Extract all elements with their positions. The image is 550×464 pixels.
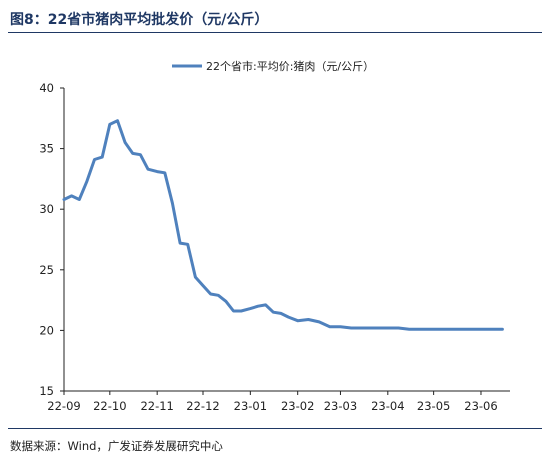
x-tick-label-0: 22-09 (47, 399, 80, 413)
y-tick-label-25: 25 (39, 263, 54, 277)
y-tick-label-40: 40 (39, 81, 54, 95)
x-tick-label-1: 22-10 (93, 399, 126, 413)
x-tick-label-9: 23-06 (464, 399, 497, 413)
figure-title: 图8：22省市猪肉平均批发价（元/公斤） (10, 12, 269, 28)
x-tick-label-3: 22-12 (186, 399, 219, 413)
x-tick-label-6: 23-03 (324, 399, 357, 413)
y-tick-label-35: 35 (39, 142, 54, 156)
legend-label: 22个省市:平均价:猪肉（元/公斤） (206, 59, 374, 73)
x-tick-label-7: 23-04 (371, 399, 404, 413)
series-line-0 (62, 119, 504, 331)
figure-title-bar: 图8：22省市猪肉平均批发价（元/公斤） (8, 4, 542, 33)
x-tick-label-5: 23-02 (281, 399, 314, 413)
x-tick-label-8: 23-05 (417, 399, 450, 413)
y-tick-label-30: 30 (39, 202, 54, 216)
source-bar: 数据来源：Wind，广发证券发展研究中心 (8, 428, 542, 457)
y-tick-label-15: 15 (39, 384, 54, 398)
line-chart: 15 20 25 30 35 40 22-09 22-10 22-11 22-12 23-01 23-… (39, 59, 510, 413)
x-tick-label-2: 22-11 (140, 399, 173, 413)
source-note: 数据来源：Wind，广发证券发展研究中心 (10, 439, 223, 453)
y-tick-label-20: 20 (39, 323, 54, 337)
x-tick-label-4: 23-01 (234, 399, 267, 413)
